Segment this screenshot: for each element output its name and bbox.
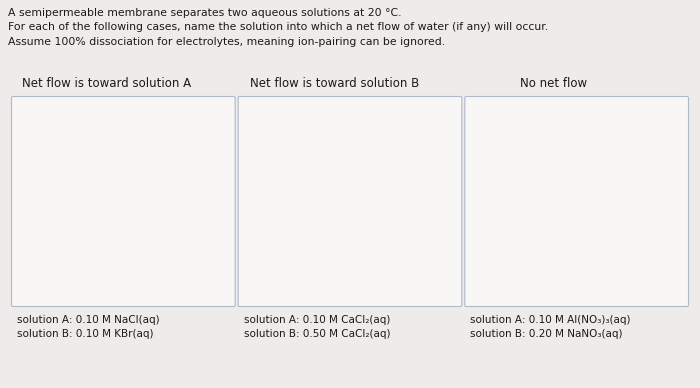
Text: solution A: 0.10 M CaCl₂(aq)
solution B: 0.50 M CaCl₂(aq): solution A: 0.10 M CaCl₂(aq) solution B:… — [244, 315, 390, 339]
FancyBboxPatch shape — [11, 97, 235, 307]
Text: A semipermeable membrane separates two aqueous solutions at 20 °C.
For each of t: A semipermeable membrane separates two a… — [8, 8, 548, 47]
FancyBboxPatch shape — [238, 97, 462, 307]
Text: Net flow is toward solution B: Net flow is toward solution B — [250, 77, 419, 90]
Text: Net flow is toward solution A: Net flow is toward solution A — [22, 77, 191, 90]
FancyBboxPatch shape — [465, 97, 689, 307]
Text: solution A: 0.10 M Al(NO₃)₃(aq)
solution B: 0.20 M NaNO₃(aq): solution A: 0.10 M Al(NO₃)₃(aq) solution… — [470, 315, 631, 339]
Text: solution A: 0.10 M NaCl(aq)
solution B: 0.10 M KBr(aq): solution A: 0.10 M NaCl(aq) solution B: … — [17, 315, 160, 339]
Text: No net flow: No net flow — [520, 77, 587, 90]
